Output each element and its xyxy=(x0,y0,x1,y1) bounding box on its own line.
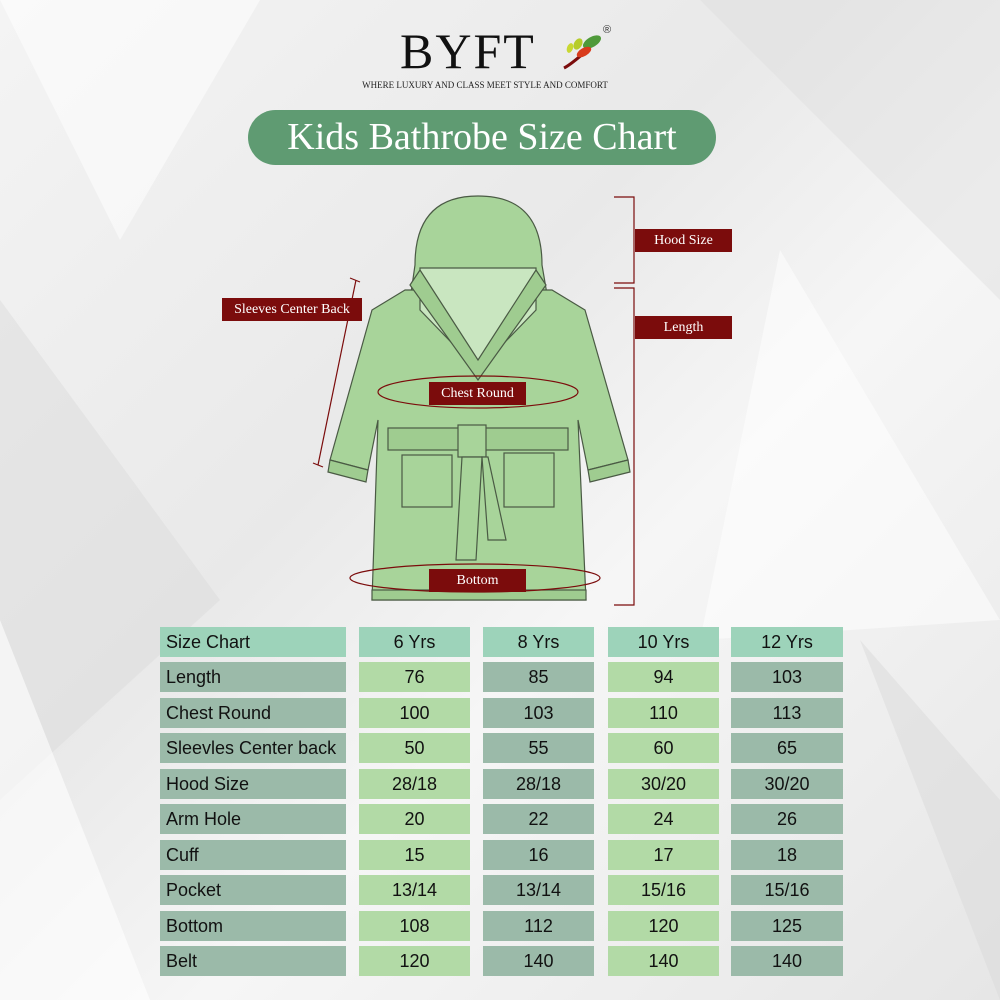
table-cell: 108 xyxy=(359,910,470,941)
sleeves-label: Sleeves Center Back xyxy=(222,298,362,321)
table-cell: 110 xyxy=(608,697,719,728)
table-cell: 55 xyxy=(483,733,594,763)
table-cell: 103 xyxy=(483,697,594,728)
table-cell: 50 xyxy=(359,733,470,763)
table-cell: 16 xyxy=(483,839,594,870)
table-cell: 22 xyxy=(483,804,594,834)
table-cell: 125 xyxy=(731,910,843,941)
registered-mark: ® xyxy=(603,24,612,36)
table-cell: 94 xyxy=(608,662,719,692)
hood-size-label: Hood Size xyxy=(635,229,732,252)
table-cell: 76 xyxy=(359,662,470,692)
row-label: Cuff xyxy=(160,839,346,870)
table-header-label: Size Chart xyxy=(160,627,346,657)
table-cell: 103 xyxy=(731,662,843,692)
table-cell: 18 xyxy=(731,839,843,870)
table-cell: 120 xyxy=(359,946,470,976)
tagline: WHERE LUXURY AND CLASS MEET STYLE AND CO… xyxy=(362,80,608,90)
table-cell: 24 xyxy=(608,804,719,834)
table-cell: 140 xyxy=(608,946,719,976)
column-header: 8 Yrs xyxy=(483,627,594,657)
row-label: Hood Size xyxy=(160,768,346,799)
table-cell: 30/20 xyxy=(608,768,719,799)
row-label: Chest Round xyxy=(160,697,346,728)
table-cell: 28/18 xyxy=(483,768,594,799)
table-cell: 13/14 xyxy=(483,875,594,905)
table-cell: 100 xyxy=(359,697,470,728)
brand-logo: BYFT xyxy=(400,23,536,79)
table-cell: 26 xyxy=(731,804,843,834)
bottom-label: Bottom xyxy=(429,569,526,592)
row-label: Belt xyxy=(160,946,346,976)
table-cell: 120 xyxy=(608,910,719,941)
table-cell: 65 xyxy=(731,733,843,763)
chest-round-label: Chest Round xyxy=(429,382,526,405)
table-cell: 28/18 xyxy=(359,768,470,799)
row-label: Arm Hole xyxy=(160,804,346,834)
row-label: Sleevles Center back xyxy=(160,733,346,763)
table-cell: 15/16 xyxy=(608,875,719,905)
table-cell: 15 xyxy=(359,839,470,870)
table-cell: 112 xyxy=(483,910,594,941)
page-title: Kids Bathrobe Size Chart xyxy=(248,110,716,165)
table-cell: 60 xyxy=(608,733,719,763)
row-label: Pocket xyxy=(160,875,346,905)
table-cell: 13/14 xyxy=(359,875,470,905)
table-cell: 15/16 xyxy=(731,875,843,905)
row-label: Length xyxy=(160,662,346,692)
table-cell: 113 xyxy=(731,697,843,728)
column-header: 10 Yrs xyxy=(608,627,719,657)
leaf-logo-icon xyxy=(563,35,602,70)
length-label: Length xyxy=(635,316,732,339)
table-cell: 140 xyxy=(483,946,594,976)
table-cell: 140 xyxy=(731,946,843,976)
table-cell: 30/20 xyxy=(731,768,843,799)
column-header: 6 Yrs xyxy=(359,627,470,657)
table-cell: 85 xyxy=(483,662,594,692)
bathrobe-illustration xyxy=(312,195,635,606)
column-header: 12 Yrs xyxy=(731,627,843,657)
table-cell: 20 xyxy=(359,804,470,834)
row-label: Bottom xyxy=(160,910,346,941)
table-cell: 17 xyxy=(608,839,719,870)
